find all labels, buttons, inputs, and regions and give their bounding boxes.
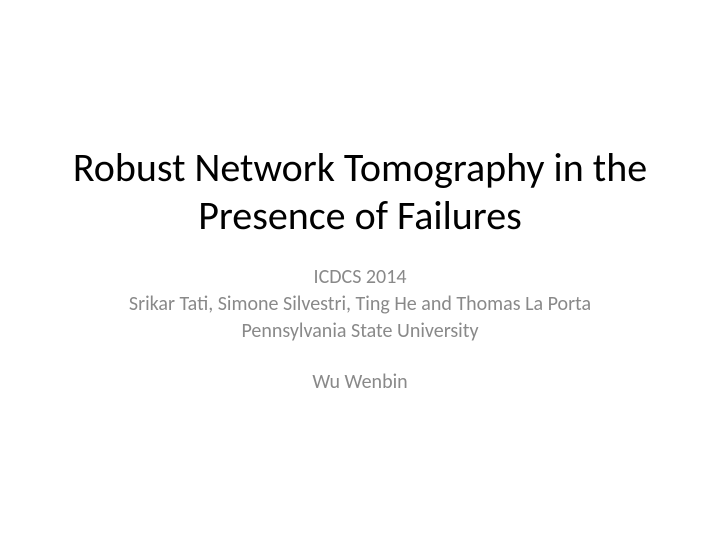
conference-name: ICDCS 2014 xyxy=(50,264,670,291)
authors-list: Srikar Tati, Simone Silvestri, Ting He a… xyxy=(50,291,670,318)
affiliation: Pennsylvania State University xyxy=(50,318,670,345)
slide-title: Robust Network Tomography in the Presenc… xyxy=(50,144,670,240)
slide-subtitle: ICDCS 2014 Srikar Tati, Simone Silvestri… xyxy=(50,264,670,396)
presenter-name: Wu Wenbin xyxy=(50,369,670,396)
subtitle-spacer xyxy=(50,345,670,369)
slide-container: Robust Network Tomography in the Presenc… xyxy=(0,144,720,396)
